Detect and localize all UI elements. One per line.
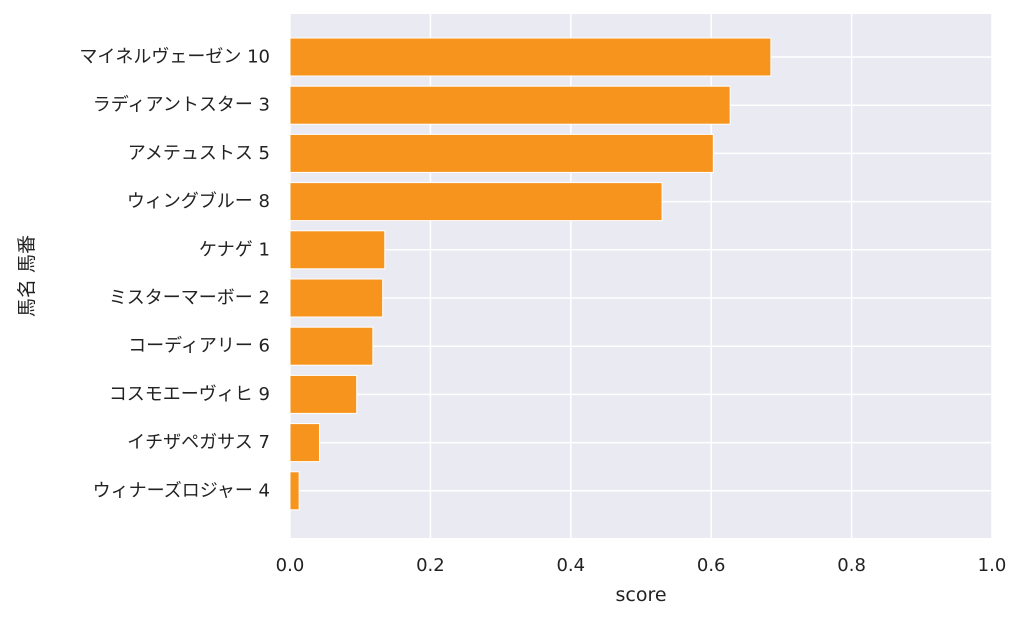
y-axis-title: 馬名 馬番 — [16, 235, 38, 317]
x-tick-labels: 0.0 0.2 0.4 0.6 0.8 1.0 — [276, 555, 1007, 576]
bars — [289, 37, 772, 511]
bar — [289, 423, 320, 463]
bar — [289, 278, 384, 318]
y-tick-label: マイネルヴェーゼン 10 — [79, 47, 270, 68]
bar — [289, 230, 386, 270]
y-tick-label: コスモエーヴィヒ 9 — [109, 384, 270, 405]
bar — [289, 471, 300, 511]
y-tick-label: コーディアリー 6 — [128, 336, 270, 357]
x-tick-label: 1.0 — [978, 555, 1007, 576]
x-axis-title: score — [615, 584, 666, 606]
x-tick-label: 0.0 — [276, 555, 305, 576]
bar — [289, 182, 663, 222]
y-tick-label: ウィングブルー 8 — [127, 190, 270, 212]
y-tick-label: ウィナーズロジャー 4 — [93, 480, 270, 501]
x-tick-label: 0.2 — [416, 555, 445, 576]
bar — [289, 85, 731, 125]
bar — [289, 37, 772, 77]
bar — [289, 326, 374, 366]
y-tick-label: ケナゲ 1 — [199, 239, 270, 260]
bar — [289, 374, 358, 414]
y-tick-label: ミスターマーボー 2 — [109, 288, 270, 309]
bar — [289, 133, 714, 173]
y-tick-label: ラディアントスター 3 — [93, 95, 270, 116]
x-tick-label: 0.4 — [556, 555, 585, 576]
x-tick-label: 0.6 — [697, 555, 726, 576]
y-tick-label: アメテュストス 5 — [128, 143, 270, 164]
y-tick-labels: マイネルヴェーゼン 10 ラディアントスター 3 アメテュストス 5 ウィングブルー … — [79, 47, 270, 502]
y-tick-label: イチザペガサス 7 — [127, 432, 270, 453]
x-tick-label: 0.8 — [837, 555, 866, 576]
